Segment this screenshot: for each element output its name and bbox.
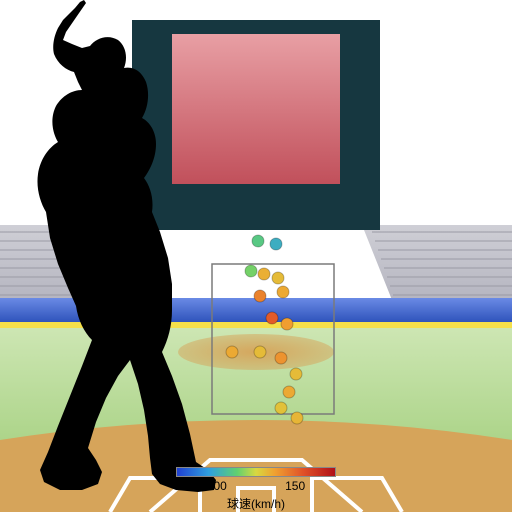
legend-tick-100: 100 [207,479,227,493]
pitch-dot [277,286,289,298]
pitch-dot [254,290,266,302]
pitch-dot [266,312,278,324]
wall-stripe [0,322,512,328]
pitch-dot [291,412,303,424]
legend-tick-150: 150 [285,479,305,493]
pitch-dot [290,368,302,380]
pitch-dot [254,346,266,358]
pitch-dot [283,386,295,398]
color-legend: . 100 . 150 . 球速(km/h) [176,467,336,512]
pitch-dot [245,265,257,277]
pitch-dot [226,346,238,358]
pitch-dot [270,238,282,250]
scoreboard-inner [172,34,340,184]
pitch-dot [281,318,293,330]
pitch-dot [272,272,284,284]
pitch-dot [275,402,287,414]
pitch-dot [258,268,270,280]
legend-gradient [176,467,336,477]
pitch-chart-scene [0,0,512,512]
legend-label: 球速(km/h) [176,495,336,512]
pitch-dot [252,235,264,247]
pitch-dot [275,352,287,364]
